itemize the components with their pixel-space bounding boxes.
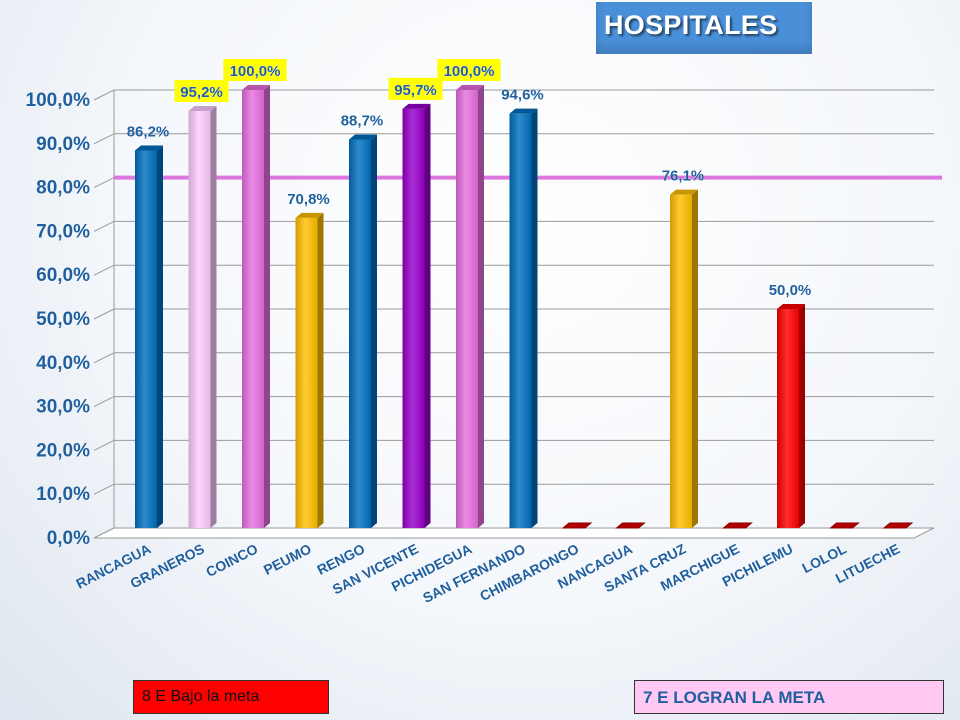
data-label: 100,0% bbox=[230, 63, 281, 80]
bar-top bbox=[777, 304, 805, 309]
gridline-depth bbox=[93, 177, 115, 189]
bar-top bbox=[402, 103, 431, 109]
bar-pichilemu bbox=[777, 304, 805, 528]
bar-litueche bbox=[882, 522, 914, 529]
bar-top bbox=[349, 134, 377, 140]
legend-meeting-target: 7 E LOGRAN LA META bbox=[634, 680, 944, 714]
bar-top bbox=[295, 212, 324, 218]
bar-coinco bbox=[242, 85, 270, 528]
bar-side bbox=[210, 106, 217, 529]
y-tick-label: 10,0% bbox=[36, 484, 90, 505]
y-tick-label: 80,0% bbox=[36, 178, 90, 199]
bar-top bbox=[456, 85, 484, 90]
gridline-depth bbox=[93, 220, 115, 232]
bar-chart: 0,0% 10,0% 20,0% 30,0% 40,0% 50,0% 60,0% 70,0% 8… bbox=[25, 59, 942, 606]
bar-zero bbox=[561, 522, 593, 529]
gridline-depth bbox=[93, 483, 115, 495]
legend-below-target-label: 8 E Bajo la meta bbox=[142, 688, 260, 705]
bar-front bbox=[349, 139, 371, 528]
bar-side bbox=[424, 103, 431, 529]
bar-san-vicente bbox=[402, 103, 431, 529]
y-tick-label: 20,0% bbox=[36, 440, 90, 461]
bar-front bbox=[456, 90, 478, 528]
title-box: HOSPITALES bbox=[596, 2, 812, 54]
bar-san-fernando bbox=[509, 108, 538, 528]
bar-front bbox=[777, 309, 799, 528]
bar-top bbox=[135, 145, 163, 151]
gridline-depth bbox=[93, 396, 115, 408]
bar-top bbox=[242, 85, 270, 90]
data-labels: 86,2% 95,2% 100,0% 70,8% 88,7% 95,7% 100,0% 94,… bbox=[126, 59, 812, 299]
bar-rancagua bbox=[135, 145, 163, 528]
gridline-depth bbox=[93, 439, 115, 451]
data-label: 95,2% bbox=[180, 84, 223, 101]
legend-meeting-target-label: 7 E LOGRAN LA META bbox=[643, 688, 826, 707]
data-label-highlight bbox=[437, 59, 501, 81]
bar-graneros bbox=[188, 106, 217, 529]
bar-zero bbox=[882, 522, 914, 529]
y-tick-label: 60,0% bbox=[36, 265, 90, 286]
bar-chimbarongo bbox=[561, 522, 593, 529]
gridline-depth bbox=[93, 89, 115, 101]
data-label-highlight bbox=[174, 80, 229, 103]
bar-side bbox=[692, 189, 698, 528]
y-axis: 0,0% 10,0% 20,0% 30,0% 40,0% 50,0% 60,0% 70,0% 8… bbox=[25, 90, 91, 550]
y-tick-label: 40,0% bbox=[36, 353, 90, 374]
bar-top bbox=[509, 108, 538, 114]
bar-lolol bbox=[829, 522, 860, 529]
bar-marchigue bbox=[722, 522, 753, 529]
data-label-highlight bbox=[223, 59, 287, 81]
bar-front bbox=[188, 111, 211, 529]
bar-front bbox=[670, 194, 692, 528]
bar-front bbox=[295, 217, 318, 528]
bar-zero bbox=[829, 522, 860, 529]
bar-side bbox=[478, 85, 484, 528]
y-tick-label: 100,0% bbox=[26, 90, 91, 111]
bar-top bbox=[670, 189, 698, 195]
bar-side bbox=[371, 134, 377, 528]
x-tick-label: PEUMO bbox=[261, 540, 314, 578]
data-label: 94,6% bbox=[501, 87, 544, 104]
y-tick-label: 50,0% bbox=[36, 309, 90, 330]
bars bbox=[135, 85, 914, 529]
bar-front bbox=[509, 113, 532, 528]
chart-title: HOSPITALES bbox=[604, 10, 778, 40]
data-label: 88,7% bbox=[341, 112, 384, 129]
bar-front bbox=[242, 90, 264, 528]
bar-side bbox=[531, 108, 538, 528]
gridline-depth bbox=[93, 352, 115, 364]
gridline-depth bbox=[93, 133, 115, 145]
bar-side bbox=[799, 304, 805, 528]
y-tick-label: 30,0% bbox=[36, 397, 90, 418]
x-tick-label: COINCO bbox=[203, 540, 260, 580]
gridline-depth bbox=[93, 308, 115, 320]
data-label: 86,2% bbox=[127, 123, 170, 140]
gridline-depth bbox=[93, 264, 115, 276]
bar-front bbox=[135, 150, 157, 528]
data-label: 76,1% bbox=[662, 168, 705, 185]
data-label: 95,7% bbox=[394, 82, 437, 99]
bar-rengo bbox=[349, 134, 377, 528]
bar-side bbox=[317, 212, 324, 528]
bar-side bbox=[264, 85, 270, 528]
bar-nancagua bbox=[615, 522, 646, 529]
bar-front bbox=[402, 108, 425, 529]
data-label: 50,0% bbox=[769, 282, 812, 299]
bar-zero bbox=[615, 522, 646, 529]
chart-floor bbox=[93, 527, 935, 539]
data-label: 70,8% bbox=[287, 191, 330, 208]
bar-zero bbox=[722, 522, 753, 529]
bar-side bbox=[157, 145, 163, 528]
data-label: 100,0% bbox=[444, 63, 495, 80]
bar-santa-cruz bbox=[670, 189, 698, 528]
bar-top bbox=[188, 106, 217, 112]
bar-pichidegua bbox=[456, 85, 484, 528]
legend-below-target: 8 E Bajo la meta bbox=[133, 680, 329, 714]
y-tick-label: 90,0% bbox=[36, 134, 90, 155]
y-tick-label: 0,0% bbox=[47, 528, 90, 549]
data-label-highlight bbox=[388, 77, 443, 100]
bar-peumo bbox=[295, 212, 324, 528]
y-tick-label: 70,0% bbox=[36, 221, 90, 242]
